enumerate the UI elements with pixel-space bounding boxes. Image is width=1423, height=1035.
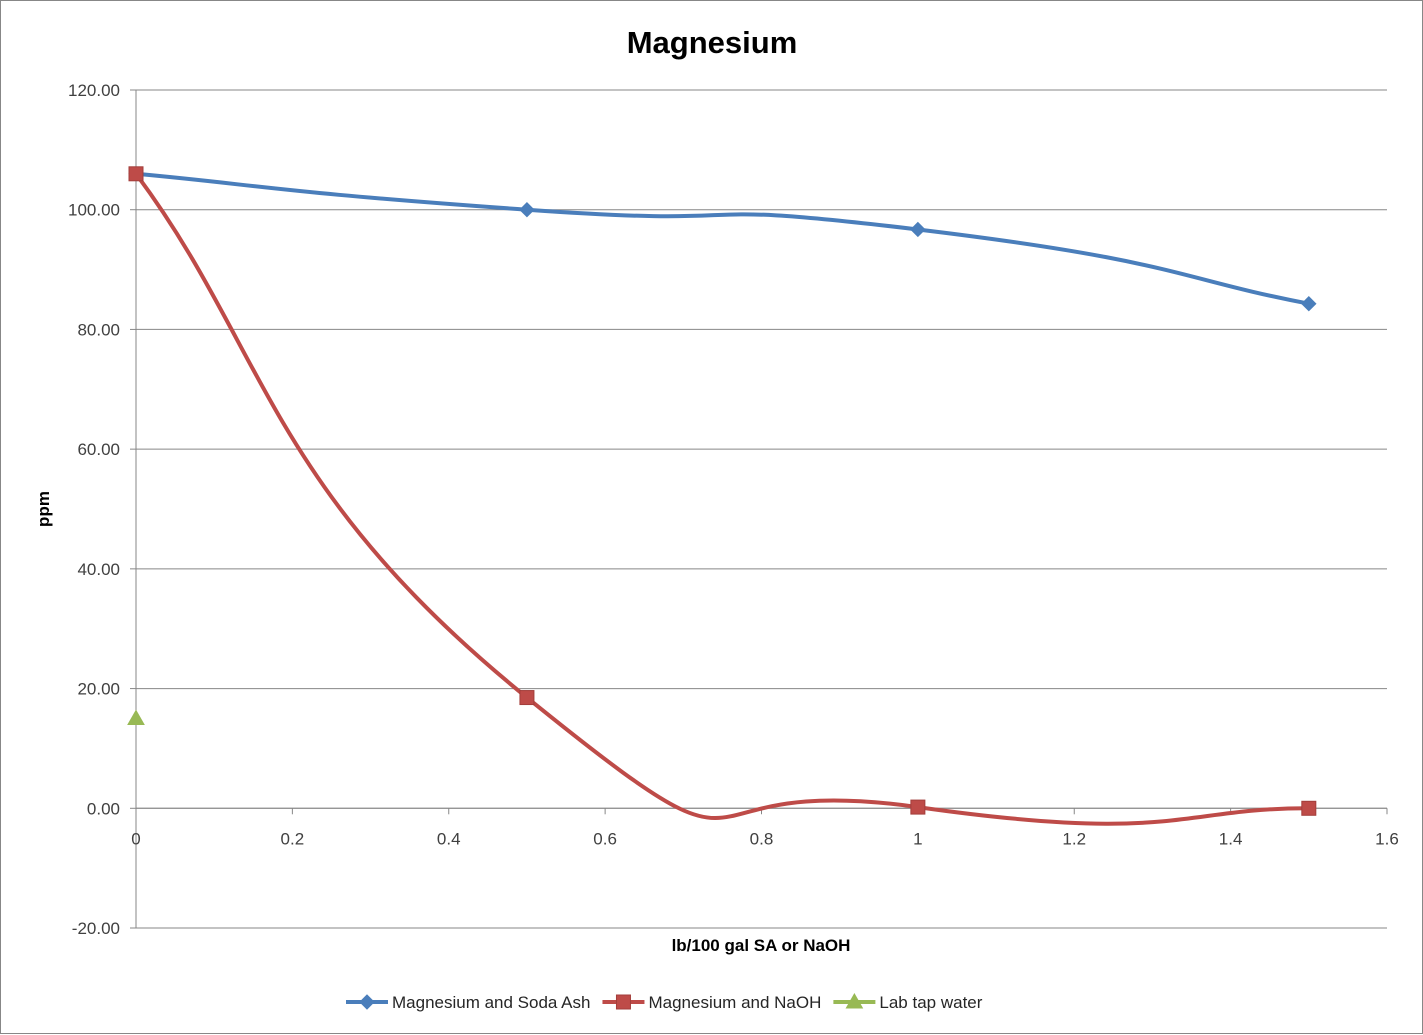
data-point-series-2 [1301,800,1317,816]
y-tick-label: -20.00 [72,919,120,938]
y-tick-label: 40.00 [77,560,120,579]
y-tick-label: 60.00 [77,440,120,459]
legend-marker [845,992,864,1009]
x-tick-label: 1 [913,829,922,848]
y-tick-label: 100.00 [68,201,120,220]
data-point-series-2 [910,799,926,815]
legend-marker [615,994,631,1010]
y-tick-label: 120.00 [68,81,120,100]
series-line-1 [134,171,1311,306]
y-tick-label: 0.00 [87,799,120,818]
x-axis-label: lb/100 gal SA or NaOH [672,936,851,955]
chart-title: Magnesium [627,25,798,60]
data-point-series-2 [128,166,144,182]
x-tick-label: 0.8 [750,829,774,848]
x-tick-label: 1.2 [1062,829,1086,848]
legend-label: Magnesium and NaOH [648,993,821,1012]
legend-item-3: Lab tap water [833,992,983,1012]
x-tick-label: 0 [131,829,140,848]
y-axis-ticks: -20.00 0.00 20.00 40.00 60.00 80.00 100.00 120.… [68,81,136,938]
legend-label: Lab tap water [879,993,982,1012]
x-tick-label: 0.6 [593,829,617,848]
series-lines [134,171,1311,826]
y-tick-label: 20.00 [77,680,120,699]
legend-marker [359,994,375,1010]
legend: Magnesium and Soda Ash Magnesium and NaOH… [346,992,983,1012]
legend-label: Magnesium and Soda Ash [392,993,590,1012]
x-tick-label: 0.4 [437,829,461,848]
series-line-2 [134,171,1311,826]
series-markers [127,166,1317,816]
data-point-series-1 [910,221,926,238]
x-tick-label: 1.4 [1219,829,1243,848]
x-axis-ticks: 0 0.2 0.4 0.6 0.8 1 1.2 1.4 1.6 [131,808,1399,848]
x-tick-label: 0.2 [281,829,305,848]
x-tick-label: 1.6 [1375,829,1399,848]
legend-item-2: Magnesium and NaOH [602,993,821,1012]
legend-item-1: Magnesium and Soda Ash [346,993,590,1012]
data-point-series-1 [519,202,535,218]
y-axis-label: ppm [34,491,53,527]
data-point-series-3 [127,709,145,725]
data-point-series-1 [1301,295,1317,312]
data-point-series-2 [519,690,535,706]
y-tick-label: 80.00 [77,320,120,339]
